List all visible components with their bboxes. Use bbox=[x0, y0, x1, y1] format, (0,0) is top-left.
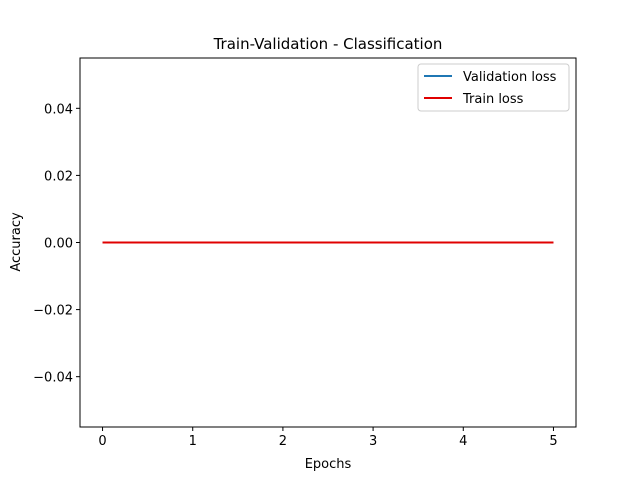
y-tick-label: 0.00 bbox=[44, 237, 73, 252]
x-tick-label: 0 bbox=[98, 434, 106, 449]
x-tick-label: 2 bbox=[279, 434, 287, 449]
y-tick-label: −0.02 bbox=[33, 304, 73, 319]
y-tick-label: 0.02 bbox=[44, 169, 73, 184]
y-axis-label: Accuracy bbox=[9, 212, 24, 272]
y-tick-label: 0.04 bbox=[44, 102, 73, 117]
legend-label: Validation loss bbox=[463, 70, 557, 85]
chart-title: Train-Validation - Classification bbox=[213, 35, 443, 53]
legend-label: Train loss bbox=[462, 92, 524, 107]
x-tick-label: 5 bbox=[549, 434, 557, 449]
x-axis-label: Epochs bbox=[305, 457, 352, 472]
x-tick-label: 4 bbox=[459, 434, 467, 449]
legend: Validation loss Train loss bbox=[417, 63, 570, 112]
plot-area-frame bbox=[79, 57, 577, 428]
x-tick-label: 1 bbox=[189, 434, 197, 449]
x-axis-ticks: 0 1 2 3 4 5 bbox=[98, 427, 558, 449]
y-tick-label: −0.04 bbox=[33, 371, 73, 386]
x-tick-label: 3 bbox=[369, 434, 377, 449]
legend-box bbox=[417, 63, 570, 112]
y-axis-ticks: −0.04 −0.02 0.00 0.02 0.04 bbox=[33, 102, 80, 386]
